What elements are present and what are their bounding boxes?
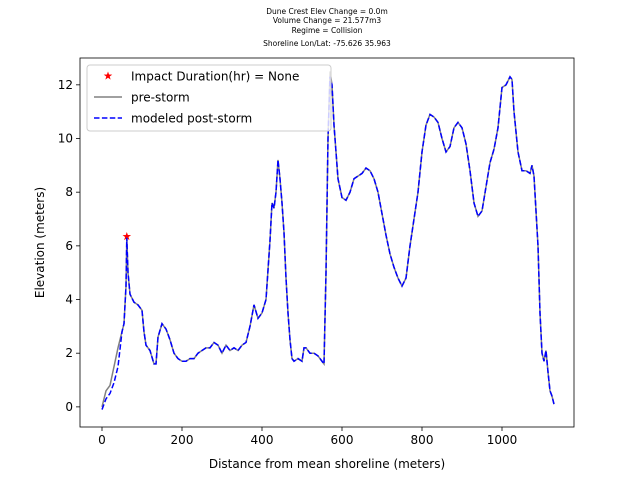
y-tick-label: 8	[65, 185, 73, 199]
legend-label: Impact Duration(hr) = None	[131, 70, 299, 84]
y-axis-label: Elevation (meters)	[33, 187, 47, 298]
chart-title: Shoreline Lon/Lat: -75.626 35.963	[263, 39, 391, 48]
x-tick-label: 0	[98, 433, 106, 447]
impact-marker	[122, 231, 132, 241]
x-tick-label: 800	[411, 433, 434, 447]
y-tick-label: 4	[65, 293, 73, 307]
x-axis-label: Distance from mean shoreline (meters)	[209, 457, 445, 471]
y-tick-label: 0	[65, 400, 73, 414]
y-tick-label: 12	[58, 78, 73, 92]
legend: Impact Duration(hr) = None pre-storm model…	[86, 64, 332, 132]
x-tick-label: 600	[331, 433, 354, 447]
y-tick-label: 6	[65, 239, 73, 253]
line-series	[101, 75, 555, 410]
y-tick-label: 10	[58, 132, 73, 146]
legend-label: modeled post-storm	[131, 112, 252, 126]
chart-title: Regime = Collision	[292, 26, 363, 35]
plot-frame	[79, 57, 575, 428]
legend-label: pre-storm	[131, 91, 190, 105]
chart-title: Volume Change = 21.577m3	[273, 16, 382, 25]
x-tick-label: 400	[251, 433, 274, 447]
y-tick-label: 2	[65, 346, 73, 360]
x-tick-label: 200	[171, 433, 194, 447]
legend-swatch	[103, 71, 113, 80]
x-tick-label: 1000	[487, 433, 518, 447]
legend-box	[86, 64, 332, 132]
chart-title: Dune Crest Elev Change = 0.0m	[266, 7, 388, 16]
